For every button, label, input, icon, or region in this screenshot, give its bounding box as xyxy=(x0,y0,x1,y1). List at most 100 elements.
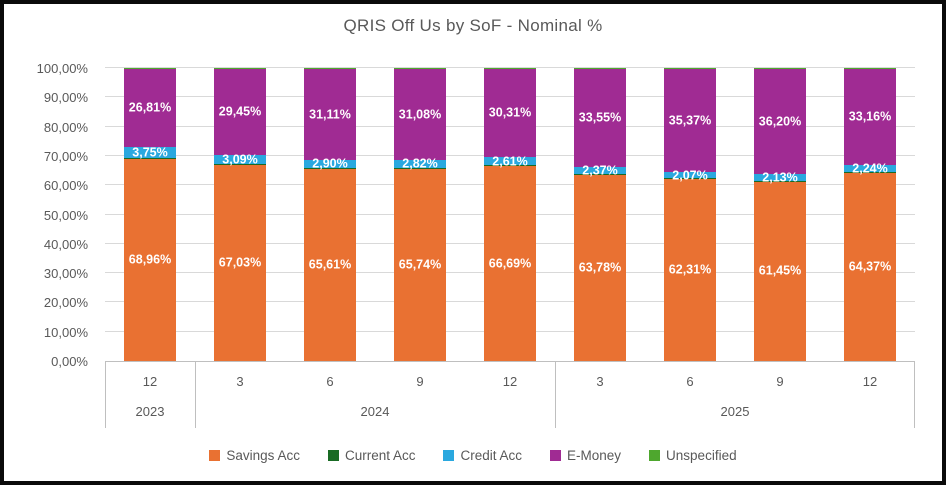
gridline-100,00% xyxy=(105,67,915,68)
bar-segment-current-acc xyxy=(124,158,176,159)
y-tick-label: 10,00% xyxy=(43,324,88,340)
bar-value-label: 2,61% xyxy=(492,153,528,168)
bar-value-label: 36,20% xyxy=(758,114,802,129)
bar-segment-e-money xyxy=(394,68,446,160)
bar-segment-credit-acc xyxy=(664,172,716,179)
x-tick-month: 12 xyxy=(142,374,158,389)
bar-value-label: 35,37% xyxy=(668,112,712,127)
bar-value-label: 2,37% xyxy=(582,162,618,177)
legend-swatch-icon xyxy=(327,450,339,461)
x-tick-year: 2023 xyxy=(135,404,165,419)
bar-value-label: 62,31% xyxy=(668,262,712,277)
bar-segment-unspecified xyxy=(304,68,356,69)
bar-column-8: 61,45% 2,13% 36,20% xyxy=(754,68,806,361)
bar-value-label: 67,03% xyxy=(218,255,262,270)
bar-segment-savings-acc xyxy=(844,172,896,361)
bar-segment-current-acc xyxy=(394,167,446,169)
bar-segment-savings-acc xyxy=(664,178,716,361)
legend-item-current-acc: Current Acc xyxy=(327,448,415,463)
bar-segment-savings-acc xyxy=(394,168,446,361)
bar-value-label: 64,37% xyxy=(848,259,892,274)
bar-segment-credit-acc xyxy=(574,166,626,174)
bar-segment-e-money xyxy=(214,68,266,155)
bar-value-label: 3,75% xyxy=(132,145,168,160)
legend-item-savings-acc: Savings Acc xyxy=(209,448,300,463)
bar-segment-credit-acc xyxy=(124,147,176,159)
y-tick-label: 50,00% xyxy=(43,207,88,223)
bar-segment-savings-acc xyxy=(304,168,356,361)
bar-value-label: 65,74% xyxy=(398,257,442,272)
legend-label: E-Money xyxy=(567,448,622,463)
x-tick-month: 12 xyxy=(862,374,878,389)
y-tick-label: 70,00% xyxy=(43,148,88,164)
y-tick-label: 30,00% xyxy=(43,266,88,282)
bar-segment-credit-acc xyxy=(484,157,536,166)
x-tick-month: 6 xyxy=(686,374,694,389)
legend-item-credit-acc: Credit Acc xyxy=(443,448,522,463)
y-tick-label: 90,00% xyxy=(43,90,88,106)
bar-value-label: 66,69% xyxy=(488,256,532,271)
y-axis: 0,00% 10,00% 20,00% 30,00% 40,00% 50,00% 60,00… xyxy=(4,4,88,481)
x-tick-month: 12 xyxy=(502,374,518,389)
y-tick-label: 0,00% xyxy=(51,354,88,369)
bar-value-label: 31,11% xyxy=(309,106,351,121)
bar-segment-e-money xyxy=(124,68,176,148)
bar-value-label: 68,96% xyxy=(128,252,172,267)
legend-label: Savings Acc xyxy=(226,448,300,463)
bar-segment-unspecified xyxy=(214,68,266,69)
bar-value-label: 61,45% xyxy=(758,263,802,278)
bar-column-9: 64,37% 2,24% 33,16% xyxy=(844,68,896,361)
bar-segment-current-acc xyxy=(304,168,356,169)
bar-segment-savings-acc xyxy=(214,164,266,361)
bar-segment-e-money xyxy=(484,68,536,158)
bar-segment-unspecified xyxy=(484,68,536,69)
axis-group-divider xyxy=(555,362,556,428)
bar-column-4: 65,74% 2,82% 31,08% xyxy=(394,68,446,361)
x-axis: 12 3 6 9 12 3 6 9 12 2023 2024 2025 xyxy=(105,361,915,428)
axis-group-divider xyxy=(914,362,915,428)
bar-value-label: 2,07% xyxy=(672,167,708,182)
y-tick-label: 40,00% xyxy=(43,236,88,252)
legend-swatch-icon xyxy=(209,450,221,461)
bar-segment-e-money xyxy=(844,68,896,166)
legend-label: Credit Acc xyxy=(460,448,523,463)
bar-segment-current-acc xyxy=(214,163,266,165)
bar-segment-savings-acc xyxy=(754,180,806,361)
chart-title: QRIS Off Us by SoF - Nominal % xyxy=(343,16,603,35)
bar-segment-savings-acc xyxy=(124,158,176,361)
bar-segment-credit-acc xyxy=(844,165,896,173)
bar-value-label: 26,81% xyxy=(128,100,172,115)
axis-group-divider xyxy=(195,362,196,428)
legend-swatch-icon xyxy=(550,450,562,461)
x-tick-month: 3 xyxy=(596,374,604,389)
bar-segment-savings-acc xyxy=(484,165,536,361)
legend-swatch-icon xyxy=(443,450,455,461)
bar-value-label: 2,90% xyxy=(312,156,348,171)
bar-column-7: 62,31% 2,07% 35,37% xyxy=(664,68,716,361)
bar-value-label: 33,16% xyxy=(848,109,892,124)
bar-segment-credit-acc xyxy=(304,159,356,169)
y-tick-label: 20,00% xyxy=(43,295,88,311)
bar-value-label: 33,55% xyxy=(578,110,622,125)
x-tick-month: 6 xyxy=(326,374,334,389)
bar-column-5: 66,69% 2,61% 30,31% xyxy=(484,68,536,361)
legend-swatch-icon xyxy=(649,450,661,461)
bar-segment-e-money xyxy=(574,68,626,167)
bar-value-label: 63,78% xyxy=(578,260,622,275)
bar-segment-unspecified xyxy=(124,68,176,69)
bar-column-6: 63,78% 2,37% 33,55% xyxy=(574,68,626,361)
bar-segment-e-money xyxy=(304,68,356,160)
bar-value-label: 2,82% xyxy=(402,156,438,171)
x-tick-month: 9 xyxy=(416,374,424,389)
y-tick-label: 80,00% xyxy=(43,119,88,135)
bar-value-label: 31,08% xyxy=(398,106,442,121)
x-tick-year: 2025 xyxy=(720,404,750,419)
bar-value-label: 2,24% xyxy=(852,161,888,176)
bar-column-2: 67,03% 3,09% 29,45% xyxy=(214,68,266,361)
y-tick-label: 100,00% xyxy=(36,61,88,76)
legend-item-unspecified: Unspecified xyxy=(649,448,737,463)
legend-item-e-money: E-Money xyxy=(550,448,621,463)
x-tick-month: 9 xyxy=(776,374,784,389)
bar-column-1: 68,96% 3,75% 26,81% xyxy=(124,68,176,361)
